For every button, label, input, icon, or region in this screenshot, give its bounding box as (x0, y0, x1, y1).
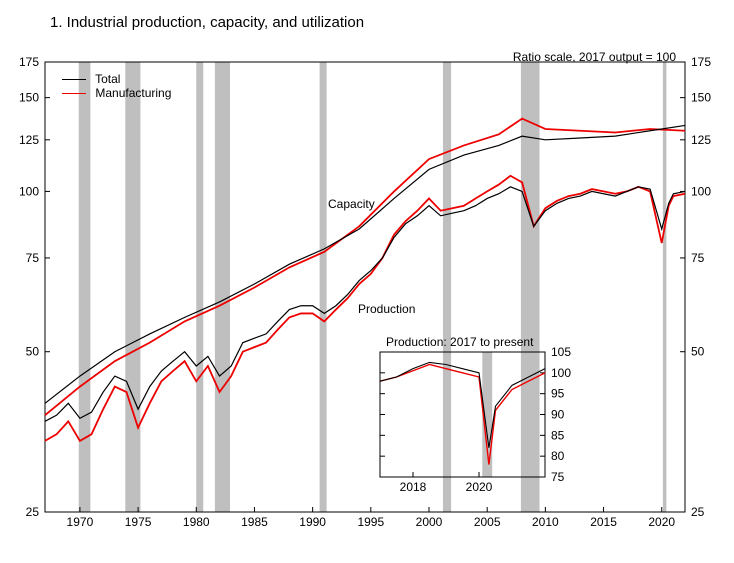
svg-text:105: 105 (551, 345, 571, 359)
svg-text:2005: 2005 (474, 515, 501, 529)
svg-text:125: 125 (19, 133, 39, 147)
svg-text:Production: 2017 to present: Production: 2017 to present (386, 335, 534, 349)
svg-text:2020: 2020 (466, 480, 493, 494)
ratio-note: Ratio scale, 2017 output = 100 (513, 50, 676, 64)
svg-text:85: 85 (551, 428, 565, 442)
inset-chart: 75 80 85 90 95 100 105 2018 2020 Production: 2017… (330, 332, 595, 517)
svg-text:1990: 1990 (299, 515, 326, 529)
legend: Total Manufacturing (62, 72, 171, 100)
chart-title: 1. Industrial production, capacity, and … (50, 14, 364, 31)
svg-text:50: 50 (26, 345, 40, 359)
svg-text:1980: 1980 (183, 515, 210, 529)
svg-text:100: 100 (19, 184, 39, 198)
capacity-annotation: Capacity (328, 197, 375, 211)
svg-text:175: 175 (19, 55, 39, 69)
page: { "title": "1. Industrial production, ca… (0, 0, 734, 563)
svg-text:2010: 2010 (532, 515, 559, 529)
svg-text:75: 75 (551, 470, 565, 484)
svg-text:1995: 1995 (357, 515, 384, 529)
svg-text:80: 80 (551, 449, 565, 463)
legend-label-total: Total (95, 72, 120, 86)
svg-text:100: 100 (691, 184, 711, 198)
legend-label-mfg: Manufacturing (95, 86, 171, 100)
svg-text:1975: 1975 (125, 515, 152, 529)
legend-swatch-mfg (62, 93, 86, 94)
svg-text:2018: 2018 (400, 480, 427, 494)
svg-text:1970: 1970 (67, 515, 94, 529)
legend-swatch-total (62, 79, 86, 80)
svg-text:1985: 1985 (241, 515, 268, 529)
svg-text:100: 100 (551, 366, 571, 380)
svg-text:75: 75 (691, 251, 705, 265)
svg-text:50: 50 (691, 345, 705, 359)
svg-text:25: 25 (26, 505, 40, 519)
svg-text:25: 25 (691, 505, 705, 519)
svg-text:175: 175 (691, 55, 711, 69)
legend-total: Total (62, 72, 171, 86)
svg-text:150: 150 (19, 91, 39, 105)
svg-text:2000: 2000 (416, 515, 443, 529)
production-annotation: Production (358, 302, 415, 316)
svg-text:125: 125 (691, 133, 711, 147)
svg-text:75: 75 (26, 251, 40, 265)
svg-text:95: 95 (551, 387, 565, 401)
svg-text:90: 90 (551, 408, 565, 422)
svg-text:2015: 2015 (590, 515, 617, 529)
svg-text:2020: 2020 (648, 515, 675, 529)
legend-mfg: Manufacturing (62, 86, 171, 100)
svg-text:150: 150 (691, 91, 711, 105)
